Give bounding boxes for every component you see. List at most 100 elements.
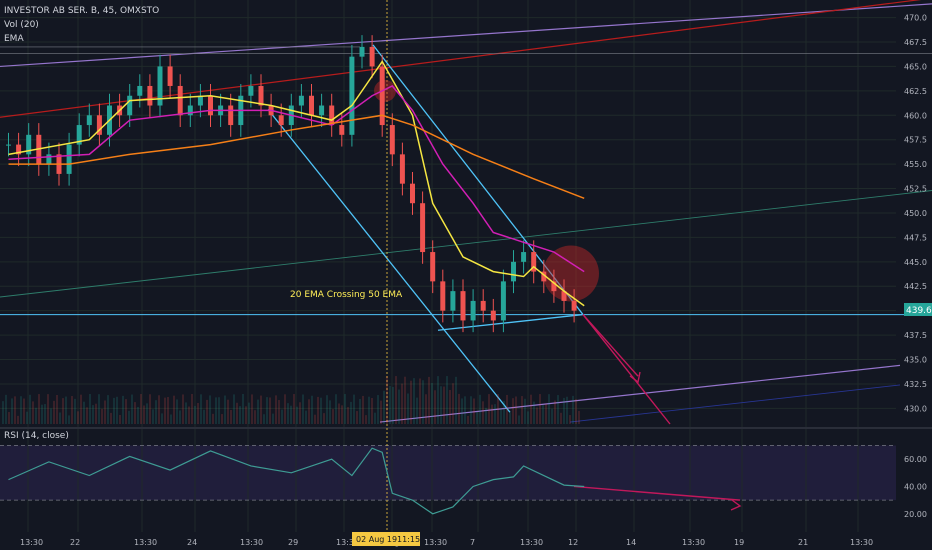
volume-bar xyxy=(215,397,217,424)
crosshair-date: 02 Aug 19 xyxy=(356,535,397,544)
volume-bar xyxy=(98,394,100,424)
volume-bar xyxy=(275,395,277,424)
volume-bar xyxy=(38,394,40,424)
volume-bar xyxy=(260,395,262,424)
volume-bar xyxy=(140,394,142,424)
candle-body xyxy=(329,105,335,126)
candle-body xyxy=(379,66,385,126)
volume-bar xyxy=(245,406,247,424)
volume-bar xyxy=(293,394,295,424)
candle-body xyxy=(177,85,183,116)
volume-bar xyxy=(143,405,145,424)
volume-bar xyxy=(197,402,199,424)
volume-bar xyxy=(281,409,283,424)
volume-bar xyxy=(11,398,13,424)
volume-bar xyxy=(71,396,73,424)
volume-bar xyxy=(416,397,418,424)
time-tick-label: 13:30 xyxy=(424,538,447,547)
candle-body xyxy=(96,115,102,135)
forecast-arrow-line xyxy=(582,314,671,425)
volume-bar xyxy=(557,395,559,424)
volume-bar xyxy=(362,395,364,424)
rsi-tick-label: 60.00 xyxy=(904,455,927,464)
volume-bar xyxy=(107,395,109,424)
candle-body xyxy=(369,46,375,67)
candle-body xyxy=(359,46,365,57)
ema-lines xyxy=(8,60,585,307)
volume-bar xyxy=(35,407,37,424)
volume-bar xyxy=(455,376,457,424)
candle-body xyxy=(319,105,325,116)
volume-bar xyxy=(335,394,337,424)
candle-body xyxy=(248,85,254,96)
candle-body xyxy=(278,115,284,126)
rsi-indicator-label[interactable]: RSI (14, close) xyxy=(4,431,69,441)
volume-bar xyxy=(383,390,385,424)
volume-bar xyxy=(191,394,193,424)
volume-bar xyxy=(149,394,151,424)
volume-bar xyxy=(371,397,373,424)
volume-bar xyxy=(350,401,352,424)
volume-bar xyxy=(200,394,202,424)
volume-bar xyxy=(344,394,346,424)
volume-bar xyxy=(404,376,406,424)
volume-bar xyxy=(554,400,556,424)
candle-body xyxy=(561,291,567,301)
candle-body xyxy=(511,261,516,282)
ema-indicator-label[interactable]: EMA xyxy=(4,34,24,44)
candle-body xyxy=(430,252,436,282)
price-tick-label: 470.0 xyxy=(904,14,927,23)
volume-bar xyxy=(119,414,121,424)
ema-line xyxy=(8,114,585,200)
time-tick-label: 13:30 xyxy=(240,538,263,547)
candle-body xyxy=(309,95,314,116)
volume-bar xyxy=(395,376,397,424)
volume-bar xyxy=(560,412,562,424)
candle-body xyxy=(298,95,304,106)
volume-bar xyxy=(104,400,106,424)
candle-body xyxy=(460,291,466,321)
volume-bar xyxy=(44,404,46,424)
time-tick-label: 21 xyxy=(798,538,808,547)
volume-bar xyxy=(287,403,289,424)
wedge-base-line xyxy=(437,313,584,331)
volume-bar xyxy=(311,395,313,424)
volume-bar xyxy=(242,394,244,424)
annotation-ema-cross: 20 EMA Crossing 50 EMA xyxy=(290,290,403,300)
channel-upper-line xyxy=(372,44,584,315)
volume-bar xyxy=(122,395,124,424)
volume-bar xyxy=(533,401,535,424)
price-tick-label: 452.5 xyxy=(904,185,927,194)
volume-bar xyxy=(167,397,169,424)
volume-bar xyxy=(464,396,466,424)
volume-bar xyxy=(284,394,286,424)
volume-bar xyxy=(236,402,238,424)
volume-bar xyxy=(224,395,226,424)
candle-body xyxy=(571,300,577,311)
volume-bar xyxy=(80,394,82,424)
volume-bar xyxy=(239,406,241,424)
candle-body xyxy=(26,134,32,155)
volume-bar xyxy=(194,405,196,424)
volume-bar xyxy=(8,412,10,424)
candle-body xyxy=(157,66,163,106)
volume-bar xyxy=(212,413,214,424)
volume-bar xyxy=(77,411,79,424)
volume-bar xyxy=(551,408,553,424)
volume-indicator-label[interactable]: Vol (20) xyxy=(4,20,39,30)
volume-bar xyxy=(500,408,502,424)
volume-bar xyxy=(509,412,511,424)
price-tag: 439.6 xyxy=(904,303,932,316)
volume-bar xyxy=(29,394,31,424)
volume-bar xyxy=(179,410,181,424)
symbol-title[interactable]: INVESTOR AB SER. B, 45, OMXSTO xyxy=(4,6,160,16)
volume-bar xyxy=(539,394,541,424)
price-tick-label: 435.0 xyxy=(904,356,927,365)
volume-bar xyxy=(59,412,61,424)
volume-bar xyxy=(356,411,358,424)
volume-bar xyxy=(563,397,565,424)
volume-bar xyxy=(68,415,70,424)
volume-bar xyxy=(458,393,460,424)
volume-bar xyxy=(341,405,343,424)
